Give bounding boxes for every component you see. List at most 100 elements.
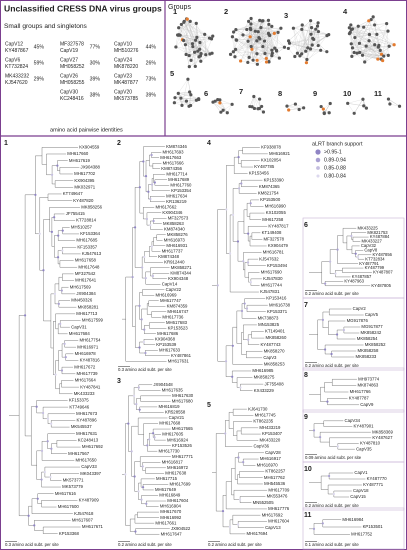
- support-node: [131, 275, 134, 279]
- network-edge: [212, 102, 224, 111]
- pair-bottom: MH510276: [114, 48, 139, 54]
- leaf-label: CapV33: [81, 464, 97, 469]
- leaf-label: CapV13: [265, 525, 281, 530]
- scale-label: 0.2 amino acid subt. per site: [118, 542, 172, 547]
- network-edge: [288, 40, 307, 60]
- network-node: [300, 23, 304, 27]
- leaf-label: MH617631: [76, 431, 98, 436]
- leaf-label: CapV32: [361, 243, 377, 248]
- leaf-label: MH617662: [155, 204, 177, 209]
- support-node: [221, 509, 225, 513]
- network-edge: [186, 46, 193, 55]
- leaf-label: MH617730: [159, 448, 181, 453]
- leaf-label: KJ547613: [82, 251, 102, 256]
- leaf-label: KT732834: [365, 256, 385, 261]
- leaf-label: MH616819: [158, 404, 180, 409]
- leaf-label: KP153416: [266, 296, 287, 301]
- support-node: [336, 445, 339, 448]
- leaf-label: MH617690: [261, 269, 283, 274]
- network-edge: [288, 31, 319, 49]
- network-edge: [388, 98, 400, 107]
- network-node: [373, 23, 377, 27]
- network-node: [309, 32, 313, 36]
- leaf-label: MH617672: [74, 364, 96, 369]
- leaf-label: MH617658: [75, 258, 97, 263]
- leaf-label: MK858242: [360, 330, 381, 335]
- network-node: [252, 94, 256, 99]
- network-node: [179, 22, 183, 27]
- support-node: [141, 266, 144, 269]
- network-node: [300, 27, 304, 31]
- leaf-label: KY487770: [367, 476, 388, 481]
- network-edge: [250, 36, 258, 54]
- network-edge: [347, 103, 355, 114]
- network-edge: [180, 22, 184, 36]
- leaf-label: JX904522: [171, 526, 191, 531]
- network-edge: [183, 40, 193, 47]
- network-edge: [276, 32, 279, 51]
- network-node: [297, 107, 301, 112]
- leaf-label: MH617747: [160, 298, 182, 303]
- network-edge: [230, 21, 249, 55]
- group-label: 11: [374, 89, 382, 98]
- leaf-label: KF153526: [172, 443, 192, 448]
- leaf-label: MH617694: [247, 531, 269, 536]
- network-node: [185, 17, 189, 21]
- leaf-label: MH617650: [76, 458, 98, 463]
- support-node: [342, 328, 345, 332]
- support-node: [36, 497, 39, 500]
- pair-identity: 45%: [34, 45, 45, 51]
- network-node: [353, 35, 357, 40]
- leaf-label: KP153539: [156, 342, 177, 347]
- leaf-label: KY487857: [352, 274, 372, 279]
- network-node: [246, 60, 250, 65]
- network-node: [386, 97, 391, 101]
- network-edge: [350, 26, 359, 33]
- scale-label: 0.1 amino acid subt. per site: [305, 542, 359, 547]
- network-edge: [175, 94, 191, 98]
- network-edge: [350, 24, 382, 55]
- support-node: [242, 461, 245, 464]
- leaf-label: MH617709: [268, 487, 290, 492]
- pair-bottom: MK573785: [114, 96, 138, 102]
- network-node: [316, 21, 320, 25]
- network-node: [266, 18, 271, 22]
- support-node: [144, 276, 147, 280]
- leaf-label: MH616985: [252, 368, 274, 373]
- network-edge: [306, 20, 311, 63]
- leaf-label: MH616990: [265, 204, 287, 209]
- leaf-label: MH617752: [351, 531, 373, 536]
- tree-number: 11: [304, 512, 312, 519]
- support-node: [237, 156, 240, 159]
- network-node: [397, 104, 402, 108]
- support-node: [38, 232, 41, 235]
- support-node: [134, 530, 137, 533]
- network-edge: [351, 31, 389, 44]
- network-node: [304, 61, 309, 65]
- network-node: [191, 45, 195, 49]
- network-edge: [236, 27, 261, 41]
- network-edge: [249, 31, 259, 58]
- leaf-label: MH617604: [167, 498, 189, 503]
- leaf-label: MH617600: [58, 504, 80, 509]
- network-node: [358, 50, 362, 55]
- support-node: [321, 522, 324, 525]
- support-node: [231, 213, 235, 217]
- network-node: [362, 104, 366, 108]
- leaf-label: KY487807: [373, 270, 393, 275]
- leaf-label: KY487805: [371, 283, 391, 288]
- network-node: [178, 33, 182, 37]
- network-node: [350, 54, 354, 59]
- leaf-label: KR912440: [164, 259, 185, 264]
- network-edge: [249, 35, 270, 58]
- network-edge: [183, 34, 205, 41]
- network-node: [350, 27, 355, 31]
- group-label: 10: [343, 89, 351, 98]
- leaf-label: KM874356: [161, 166, 182, 171]
- tree-number: 5: [207, 402, 211, 409]
- leaf-label: KX904479: [268, 243, 289, 248]
- network-edge: [286, 106, 300, 110]
- scale-label: 0.2 amino acid subt. per site: [208, 542, 262, 547]
- network-edge: [299, 29, 316, 56]
